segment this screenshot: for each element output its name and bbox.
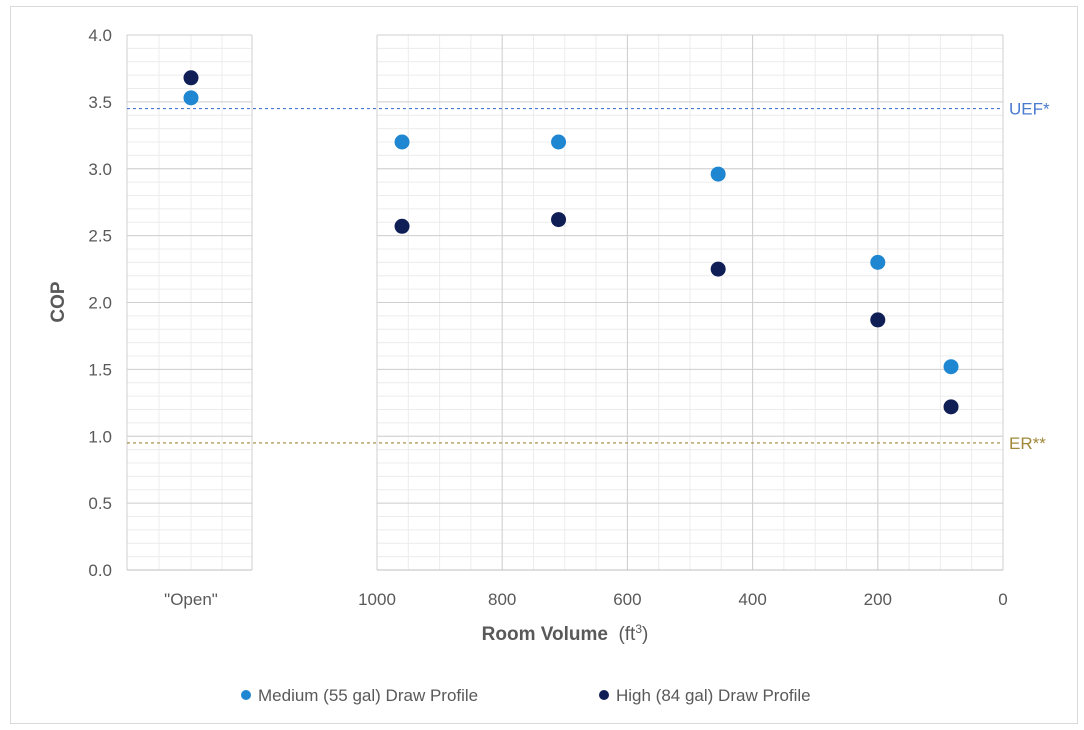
point-open-high <box>183 70 199 86</box>
x-tick-label: 1000 <box>358 590 396 609</box>
x-axis-title-text: Room Volume <box>482 624 608 645</box>
y-tick-label: 4.0 <box>88 26 112 45</box>
x-tick-label: 800 <box>488 590 516 609</box>
y-tick-label: 2.5 <box>88 227 112 246</box>
point-high <box>710 261 726 277</box>
point-medium <box>551 134 567 150</box>
legend: Medium (55 gal) Draw Profile High (84 ga… <box>241 686 811 705</box>
point-medium <box>394 134 410 150</box>
point-high <box>870 312 886 328</box>
y-tick-label: 2.0 <box>88 294 112 313</box>
point-high <box>943 399 959 415</box>
legend-marker-medium <box>241 690 251 700</box>
legend-label-medium: Medium (55 gal) Draw Profile <box>258 686 478 705</box>
x-tick-label-open: "Open" <box>164 590 218 609</box>
data-points <box>183 70 959 415</box>
point-medium <box>710 166 726 182</box>
x-axis-unit: (ft3) <box>618 622 648 645</box>
x-tick-label: 600 <box>613 590 641 609</box>
grid-layer <box>126 34 1004 571</box>
tick-labels: 4.0 3.5 3.0 2.5 2.0 1.5 1.0 0.5 0.0 1000 800 600 400… <box>88 26 1007 609</box>
reference-line-label-1: ER** <box>1009 434 1046 453</box>
x-tick-label: 0 <box>998 590 1007 609</box>
y-tick-label: 0.5 <box>88 494 112 513</box>
point-high <box>551 212 567 228</box>
y-tick-label: 1.0 <box>88 427 112 446</box>
reference-line-label-0: UEF* <box>1009 100 1050 119</box>
x-axis-title: Room Volume (ft3) <box>482 622 649 645</box>
y-tick-label: 3.0 <box>88 160 112 179</box>
y-tick-label: 1.5 <box>88 360 112 379</box>
point-medium <box>943 359 959 375</box>
chart-frame <box>10 6 1078 724</box>
point-medium <box>870 254 886 270</box>
point-high <box>394 218 410 234</box>
point-open-medium <box>183 90 199 106</box>
legend-label-high: High (84 gal) Draw Profile <box>616 686 811 705</box>
x-tick-label: 400 <box>738 590 766 609</box>
reference-lines: UEF* ER** <box>127 100 1050 453</box>
y-tick-label: 3.5 <box>88 93 112 112</box>
legend-marker-high <box>599 690 609 700</box>
y-axis-title: COP <box>48 281 69 323</box>
x-tick-label: 200 <box>864 590 892 609</box>
y-tick-label: 0.0 <box>88 561 112 580</box>
x-axis-unit-superscript: 3 <box>635 622 642 636</box>
